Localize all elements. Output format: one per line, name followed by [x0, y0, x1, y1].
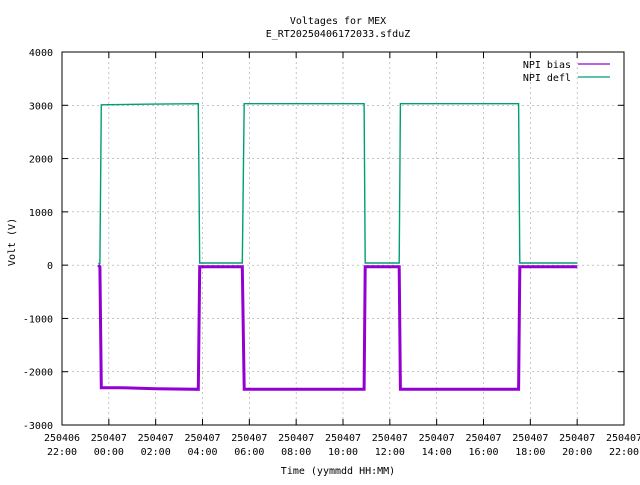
x-tick-label-date: 250407 — [231, 433, 267, 444]
x-tick-label-date: 250407 — [372, 433, 408, 444]
x-tick-label-time: 08:00 — [281, 447, 311, 458]
x-tick-label-time: 04:00 — [187, 447, 217, 458]
x-tick-label-time: 10:00 — [328, 447, 358, 458]
legend-label: NPI bias — [523, 60, 571, 71]
y-tick-label: 2000 — [29, 155, 53, 166]
legend-label: NPI defl — [523, 73, 571, 84]
y-axis-label: Volt (V) — [7, 218, 18, 266]
x-tick-label-time: 22:00 — [609, 447, 639, 458]
series-line-npi-defl — [98, 102, 578, 265]
x-tick-label-time: 14:00 — [422, 447, 452, 458]
x-tick-label-date: 250407 — [465, 433, 501, 444]
x-tick-label-time: 02:00 — [141, 447, 171, 458]
x-tick-label-time: 06:00 — [234, 447, 264, 458]
series-line-npi-bias — [97, 264, 578, 391]
x-tick-label-date: 250407 — [559, 433, 595, 444]
y-tick-label: 1000 — [29, 208, 53, 219]
y-tick-label: 3000 — [29, 101, 53, 112]
x-tick-label-date: 250407 — [419, 433, 455, 444]
y-tick-label: -3000 — [23, 421, 53, 432]
x-tick-label-time: 20:00 — [562, 447, 592, 458]
x-tick-label-date: 250407 — [278, 433, 314, 444]
x-tick-label-time: 18:00 — [515, 447, 545, 458]
y-tick-label: -2000 — [23, 368, 53, 379]
x-tick-label-date: 250407 — [138, 433, 174, 444]
chart-title: Voltages for MEX — [290, 16, 386, 27]
x-tick-label-date: 250406 — [44, 433, 80, 444]
x-tick-label-time: 12:00 — [375, 447, 405, 458]
x-tick-label-date: 250407 — [606, 433, 640, 444]
x-axis-label: Time (yymmdd HH:MM) — [281, 466, 395, 477]
x-tick-label-date: 250407 — [184, 433, 220, 444]
x-tick-label-time: 22:00 — [47, 447, 77, 458]
chart-subtitle: E_RT20250406172033.sfduZ — [266, 29, 411, 40]
y-tick-label: 4000 — [29, 48, 53, 59]
plot-frame — [61, 51, 625, 426]
y-tick-label: 0 — [47, 261, 53, 272]
y-tick-label: -1000 — [23, 314, 53, 325]
x-tick-label-date: 250407 — [325, 433, 361, 444]
x-tick-label-time: 00:00 — [94, 447, 124, 458]
x-tick-label-date: 250407 — [91, 433, 127, 444]
x-tick-label-date: 250407 — [512, 433, 548, 444]
x-tick-label-time: 16:00 — [468, 447, 498, 458]
